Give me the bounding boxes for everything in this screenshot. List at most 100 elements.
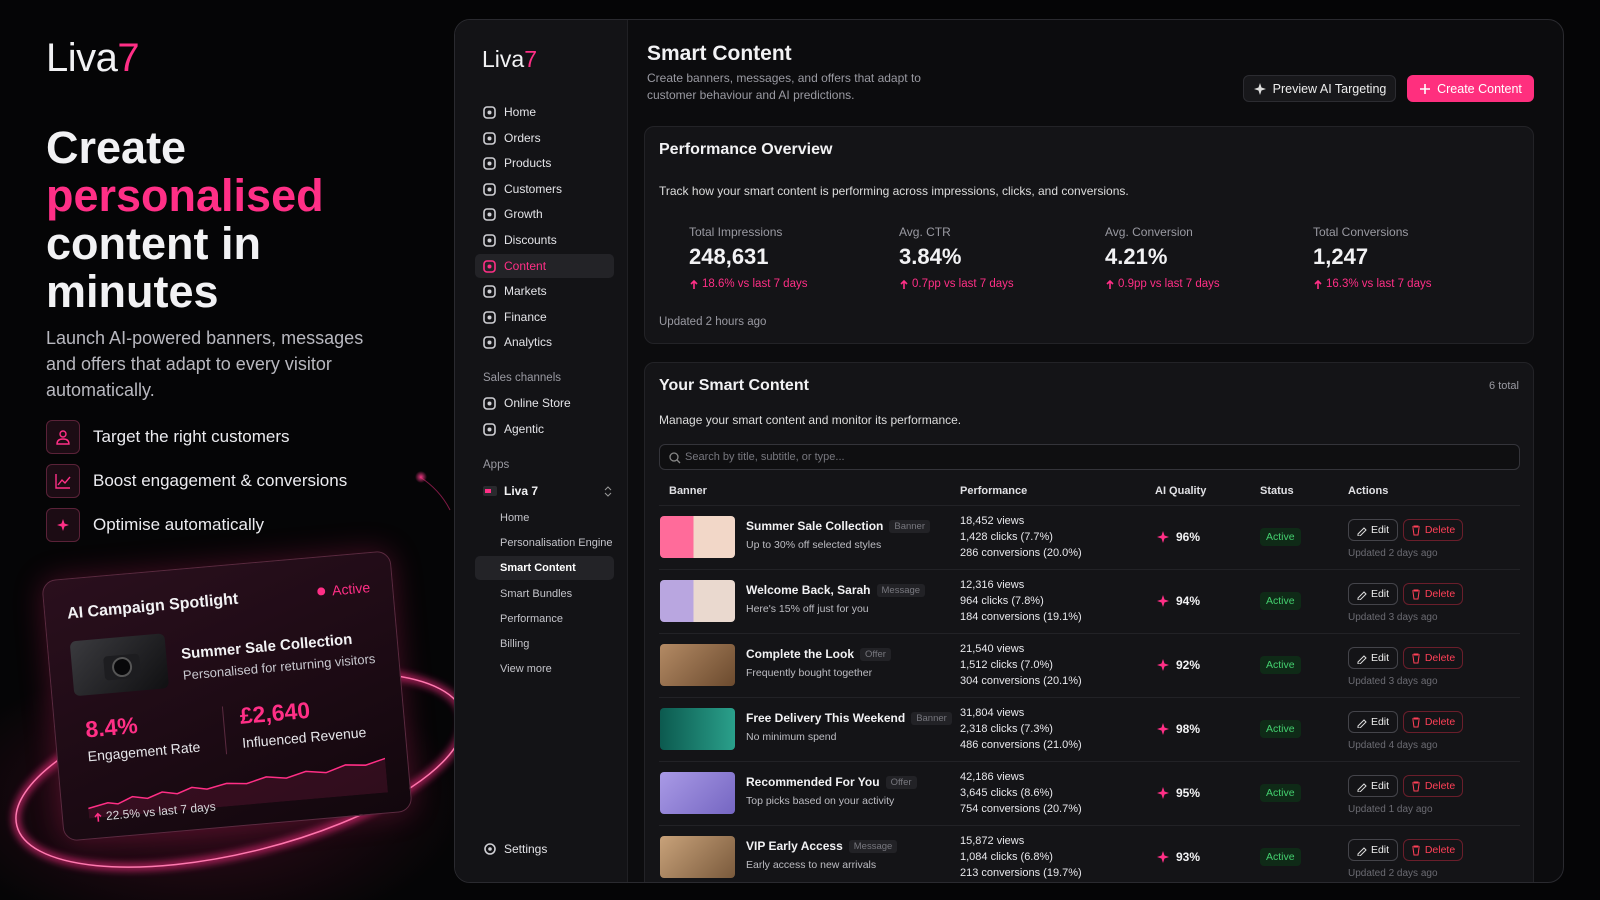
- pencil-icon: [1357, 782, 1367, 792]
- spotlight-card: AI Campaign Spotlight Active Summer Sale C…: [41, 550, 413, 842]
- button-label: Delete: [1424, 780, 1456, 792]
- sparkline: [88, 757, 389, 819]
- metric-label: Engagement Rate: [87, 738, 201, 765]
- thumbnail: [660, 516, 735, 558]
- row-updated: Updated 4 days ago: [1348, 740, 1438, 751]
- create-button[interactable]: Create Content: [1407, 75, 1534, 102]
- nav-item[interactable]: Content: [504, 258, 547, 273]
- sub-nav-item[interactable]: Smart Bundles: [500, 587, 573, 600]
- edit-button[interactable]: Edit: [1348, 647, 1398, 669]
- row-title: Welcome Back, Sarah: [746, 583, 871, 597]
- edit-button[interactable]: Edit: [1348, 519, 1398, 541]
- nav-item[interactable]: Orders: [504, 130, 541, 145]
- sub-nav-item[interactable]: View more: [500, 663, 552, 676]
- section-label: Apps: [483, 459, 510, 471]
- button-label: Create Content: [1437, 81, 1522, 96]
- nav-item[interactable]: Customers: [504, 181, 563, 196]
- type-tag: Message: [876, 583, 926, 597]
- nav-item[interactable]: Growth: [504, 207, 543, 222]
- settings[interactable]: Settings: [504, 842, 548, 856]
- card-title: Performance Overview: [659, 141, 833, 158]
- nav-item[interactable]: Agentic: [504, 422, 545, 436]
- row-divider: [659, 633, 1520, 634]
- change-text: 0.7pp vs last 7 days: [912, 278, 1014, 290]
- trash-icon: [1411, 653, 1420, 663]
- stat-label: Total Conversions: [1313, 225, 1409, 239]
- edit-button[interactable]: Edit: [1348, 583, 1398, 605]
- app-name[interactable]: Liva 7: [504, 484, 539, 498]
- sidebar: Liva7 Home Orders Products Customers Growth Di…: [455, 20, 628, 882]
- row-divider: [659, 761, 1520, 762]
- row-updated: Updated 3 days ago: [1348, 612, 1438, 623]
- settings-icon: [484, 843, 496, 855]
- quality-score: 93%: [1176, 850, 1201, 864]
- type-tag: Banner: [911, 711, 952, 725]
- arrow-up: [94, 812, 102, 822]
- column-header: Performance: [960, 485, 1028, 497]
- delete-button[interactable]: Delete: [1403, 711, 1463, 733]
- nav-item[interactable]: Discounts: [504, 233, 557, 247]
- stat-change: 16.3% vs last 7 days: [1313, 278, 1431, 290]
- status-badge: Active: [1260, 528, 1301, 546]
- trash-icon: [1411, 845, 1420, 855]
- nav-icon: [483, 157, 496, 170]
- preview-button[interactable]: Preview AI Targeting: [1243, 75, 1396, 102]
- pencil-icon: [1357, 718, 1367, 728]
- thumbnail: [660, 644, 735, 686]
- arrow-up: [1106, 279, 1114, 289]
- row-divider: [659, 825, 1520, 826]
- thumbnail: [660, 772, 735, 814]
- stat-change: 0.9pp vs last 7 days: [1105, 278, 1220, 290]
- quality-icon: [1157, 723, 1169, 735]
- pencil-icon: [1357, 846, 1367, 856]
- app-window: Liva7 Home Orders Products Customers Growth Di…: [454, 19, 1564, 883]
- trash-icon: [1411, 525, 1420, 535]
- edit-button[interactable]: Edit: [1348, 839, 1398, 861]
- performance-conversions: 213 conversions (19.7%): [960, 867, 1082, 879]
- button-label: Delete: [1424, 588, 1456, 600]
- delete-button[interactable]: Delete: [1403, 583, 1463, 605]
- nav-item[interactable]: Home: [504, 105, 537, 119]
- thumbnail: [660, 836, 735, 878]
- row-title-line: Welcome Back, Sarah Message: [746, 583, 926, 597]
- sub-nav-item[interactable]: Performance: [500, 612, 563, 625]
- arrow-up: [900, 279, 908, 289]
- column-header: Status: [1260, 485, 1294, 497]
- performance-views: 18,452 views: [960, 515, 1025, 527]
- feature-text: Optimise automatically: [93, 515, 265, 534]
- nav-active-bg: [475, 253, 614, 278]
- arrow-up: [690, 279, 698, 289]
- stat-label: Avg. Conversion: [1105, 225, 1193, 239]
- nav-icon: [483, 234, 496, 247]
- nav-item[interactable]: Analytics: [504, 335, 553, 350]
- sub-nav-item[interactable]: Personalisation Engine: [500, 537, 613, 550]
- sub-nav-item[interactable]: Billing: [500, 638, 530, 650]
- edit-button[interactable]: Edit: [1348, 775, 1398, 797]
- delete-button[interactable]: Delete: [1403, 839, 1463, 861]
- pencil-icon: [1357, 590, 1367, 600]
- delete-button[interactable]: Delete: [1403, 519, 1463, 541]
- delete-button[interactable]: Delete: [1403, 647, 1463, 669]
- row-title: Complete the Look: [746, 647, 855, 661]
- page-description: Create banners, messages, and offers tha…: [647, 71, 921, 102]
- nav-item[interactable]: Markets: [504, 284, 547, 299]
- nav-item[interactable]: Finance: [504, 309, 547, 324]
- column-header: AI Quality: [1155, 485, 1207, 497]
- logo-text: Liva: [482, 46, 525, 72]
- edit-button[interactable]: Edit: [1348, 711, 1398, 733]
- search-input[interactable]: Search by title, subtitle, or type...: [659, 444, 1520, 470]
- button-label: Edit: [1370, 524, 1390, 536]
- search-icon: [669, 452, 681, 464]
- change-text: 0.9pp vs last 7 days: [1118, 278, 1220, 290]
- sub-nav-item[interactable]: Home: [500, 512, 530, 524]
- logo-accent: 7: [117, 36, 140, 80]
- sidebar-logo: Liva7: [482, 46, 537, 73]
- nav-item[interactable]: Online Store: [504, 396, 571, 410]
- row-divider: [659, 697, 1520, 698]
- delete-button[interactable]: Delete: [1403, 775, 1463, 797]
- sub-nav-item[interactable]: Smart Content: [500, 562, 576, 575]
- button-label: Edit: [1370, 716, 1390, 728]
- nav-item[interactable]: Products: [504, 156, 552, 171]
- type-tag: Message: [848, 839, 898, 853]
- headline-line: minutes: [46, 266, 219, 317]
